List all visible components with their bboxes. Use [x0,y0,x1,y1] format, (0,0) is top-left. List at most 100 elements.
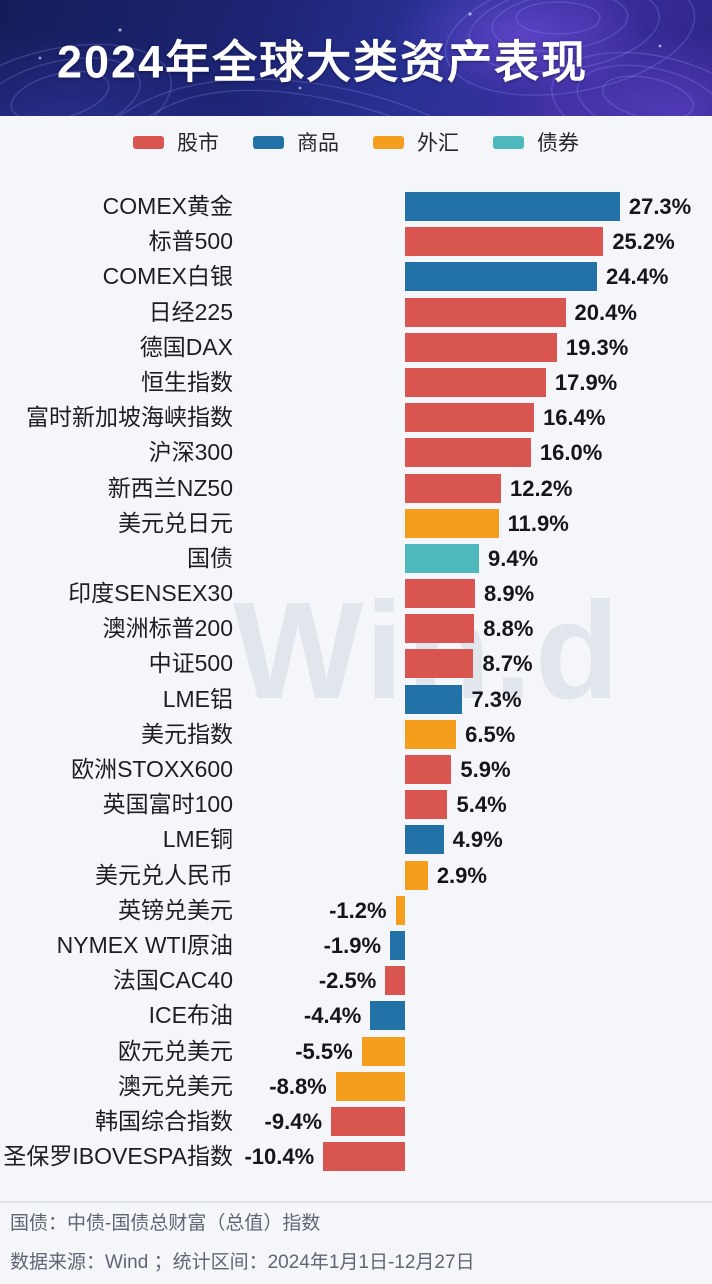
chart-row: 英镑兑美元 -1.2% [0,893,712,928]
legend-label: 债券 [537,132,579,155]
value-label: 20.4% [574,299,637,325]
bar [405,332,557,362]
category-label: 新西兰NZ50 [107,474,233,501]
footer-note: 国债：中债-国债总财富（总值）指数 [10,1213,321,1235]
chart-row: 欧元兑美元 -5.5% [0,1034,712,1069]
bar [385,966,405,996]
chart-row: 国债 9.4% [0,541,712,576]
bar [405,719,457,749]
category-label: COMEX白银 [102,263,233,290]
chart-row: 富时新加坡海峡指数 16.4% [0,400,712,435]
chart-row: LME铜 4.9% [0,822,712,857]
chart-row: 标普500 25.2% [0,224,712,259]
chart-row: 新西兰NZ50 12.2% [0,471,712,506]
category-label: 欧洲STOXX600 [71,756,233,782]
category-label: 澳元兑美元 [118,1072,233,1099]
value-label: 8.9% [484,581,535,607]
bar [390,930,405,960]
bar [405,262,598,292]
value-label: -9.4% [264,1108,323,1134]
chart-row: NYMEX WTI原油 -1.9% [0,928,712,963]
legend-swatch [253,135,284,149]
category-label: 美元指数 [141,720,233,747]
legend-label: 商品 [297,132,339,155]
category-label: 日经225 [148,298,233,325]
category-label: 标普500 [148,228,233,255]
value-label: 5.4% [456,792,507,818]
bar-chart: COMEX黄金 27.3% 标普500 25.2% COMEX白银 24.4% 日经225 2… [0,162,712,1174]
bar [335,1071,405,1101]
legend-label: 股市 [177,132,219,155]
chart-row: 英国富时100 5.4% [0,787,712,822]
bar [405,403,535,433]
category-label: 恒生指数 [141,368,233,395]
category-label: 法国CAC40 [112,967,233,994]
bar [405,227,604,257]
chart-row: 恒生指数 17.9% [0,365,712,400]
category-label: 中证500 [148,650,233,677]
value-label: -1.2% [329,897,387,923]
chart-row: 澳元兑美元 -8.8% [0,1069,712,1104]
value-label: 24.4% [606,264,669,290]
category-label: 美元兑日元 [118,509,233,536]
legend-label: 外汇 [417,132,459,155]
bar [361,1036,405,1066]
chart-row: 美元兑日元 11.9% [0,506,712,541]
bar [405,825,444,855]
category-label: 美元兑人民币 [95,861,233,888]
category-label: 富时新加坡海峡指数 [26,404,233,431]
bar [405,367,546,397]
page-title: 2024年全球大类资产表现 [57,36,589,88]
chart-row: 圣保罗IBOVESPA指数 -10.4% [0,1139,712,1174]
chart-row: 德国DAX 19.3% [0,330,712,365]
category-label: 欧元兑美元 [118,1037,233,1064]
value-label: 5.9% [460,757,511,782]
bar [331,1106,405,1136]
value-label: -5.5% [295,1038,353,1064]
value-label: 19.3% [565,334,629,360]
category-label: ICE布油 [148,1002,233,1029]
value-label: -2.5% [318,968,377,994]
bar [405,473,501,503]
category-label: NYMEX WTI原油 [56,931,233,958]
bar [405,508,499,538]
category-label: LME铝 [162,685,233,712]
value-label: 16.4% [543,405,606,431]
value-label: 17.9% [554,369,618,395]
bar [405,438,531,468]
bar [370,1001,405,1031]
legend-item: 股市 [133,127,219,157]
bar [405,543,479,573]
contour-pattern-decoration [0,0,712,116]
value-label: 8.7% [482,651,533,677]
value-label: 12.2% [510,475,573,501]
legend-item: 商品 [253,127,339,157]
chart-row: 中证500 8.7% [0,646,712,681]
bar [405,860,428,890]
bar [405,614,475,644]
chart-row: ICE布油 -4.4% [0,998,712,1033]
bar [405,755,452,784]
value-label: 25.2% [612,229,675,255]
chart-row: 澳洲标普200 8.8% [0,611,712,646]
chart-row: LME铝 7.3% [0,682,712,717]
category-label: 沪深300 [148,439,233,466]
footer-source: 数据来源：Wind ；统计区间：2024年1月1日-12月27日 [10,1252,475,1274]
value-label: 8.8% [483,616,534,642]
bar [323,1142,405,1172]
category-label: 国债 [187,544,233,571]
chart-row: 沪深300 16.0% [0,435,712,470]
category-label: COMEX黄金 [102,193,233,219]
value-label: 7.3% [471,686,522,712]
value-label: -1.9% [323,932,382,958]
bar [405,297,566,327]
category-label: 英国富时100 [102,791,233,818]
chart-row: COMEX黄金 27.3% [0,189,712,224]
chart-row: 韩国综合指数 -9.4% [0,1104,712,1139]
value-label: 16.0% [539,440,603,466]
legend-swatch [493,135,524,149]
category-label: 韩国综合指数 [95,1107,233,1134]
value-label: -4.4% [303,1003,362,1029]
value-label: 11.9% [507,510,569,536]
chart-row: 美元指数 6.5% [0,717,712,752]
